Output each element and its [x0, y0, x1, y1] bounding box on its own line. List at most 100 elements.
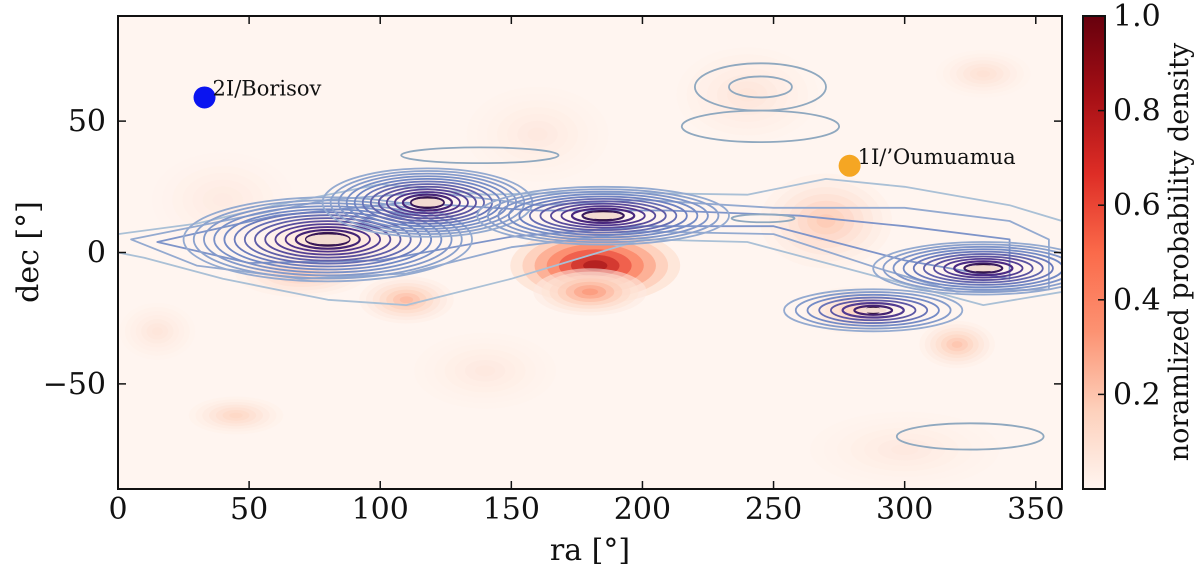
- contour-line: [369, 183, 485, 222]
- contour-cluster: [321, 167, 534, 238]
- contour-line: [806, 293, 940, 327]
- heatmap-blob: [919, 320, 995, 369]
- y-axis: −50 0 50: [43, 104, 1062, 402]
- colorbar-tick-label: 0.8: [1113, 94, 1161, 129]
- contour-line: [284, 226, 371, 253]
- y-tick-label: 0: [87, 236, 106, 271]
- contour-line: [223, 208, 433, 271]
- contour-line: [895, 422, 1045, 451]
- heatmap-blob: [533, 268, 647, 316]
- contour-line: [182, 196, 473, 283]
- contour-line: [550, 202, 657, 229]
- contour-cluster: [476, 185, 730, 246]
- contour-line: [539, 200, 667, 232]
- contour-peak: [584, 212, 622, 220]
- y-tick-label: 50: [68, 104, 106, 139]
- contour-line: [486, 188, 720, 244]
- colorbar-tick-label: 0.4: [1113, 283, 1161, 318]
- heatmap-level: [151, 327, 163, 336]
- contour-line: [400, 146, 560, 165]
- heatmap-level: [891, 444, 919, 455]
- contour-line: [401, 193, 453, 212]
- contour-line: [476, 185, 730, 246]
- contour-peak: [859, 307, 887, 313]
- contour-line: [943, 258, 1024, 279]
- heatmap-level: [816, 214, 836, 228]
- contour-line: [560, 205, 646, 227]
- contour-line: [892, 245, 1062, 291]
- x-tick-label: 350: [1007, 492, 1064, 527]
- contour-line: [912, 250, 1054, 286]
- x-axis: 0 50 100 150 200 250 300 350: [108, 16, 1064, 527]
- colorbar-tick-label: 1.0: [1113, 0, 1161, 34]
- contour-line: [680, 109, 841, 144]
- heatmap-level: [229, 412, 243, 419]
- contour-line: [394, 191, 461, 215]
- contour-line: [818, 296, 929, 324]
- x-tick-label: 50: [230, 492, 268, 527]
- heatmap-level: [399, 296, 414, 304]
- contour-line: [570, 207, 636, 224]
- y-axis-title: dec [°]: [11, 201, 46, 303]
- colorbar-tick-label: 0.6: [1113, 188, 1161, 223]
- colorbar-gradient: [1083, 16, 1105, 489]
- borisov-label: 2I/Borisov: [213, 76, 322, 100]
- contour-line: [192, 199, 463, 280]
- borisov-marker: [193, 86, 216, 109]
- annotations: 2I/Borisov 1I/’Oumuamua: [193, 76, 1016, 177]
- heatmap-level: [951, 341, 963, 348]
- contour-cluster: [182, 196, 473, 283]
- contour-line: [385, 188, 469, 217]
- x-tick-label: 100: [352, 492, 409, 527]
- contour-line: [581, 209, 625, 222]
- heatmap-level: [474, 365, 496, 377]
- contour-line: [922, 253, 1044, 284]
- heatmap-level: [737, 88, 758, 102]
- oumuamua-marker: [838, 154, 861, 177]
- heatmap-blob: [359, 276, 454, 324]
- contour-line: [830, 299, 917, 322]
- contour-line: [321, 167, 534, 238]
- contour-line: [902, 248, 1062, 289]
- x-tick-label: 0: [108, 492, 127, 527]
- x-tick-label: 250: [745, 492, 802, 527]
- colorbar: 0.2 0.4 0.6 0.8 1.0 noramlized probability d…: [1082, 0, 1195, 490]
- contour-line: [213, 205, 443, 274]
- colorbar-tick-label: 0.2: [1113, 377, 1161, 412]
- contour-line: [254, 217, 402, 262]
- heatmap-blob: [810, 411, 1000, 488]
- heatmap-blob: [119, 302, 196, 360]
- heatmap-blob: [466, 86, 609, 182]
- heatmap-blob: [152, 152, 294, 248]
- x-tick-label: 200: [614, 492, 671, 527]
- contour-line: [497, 190, 709, 241]
- plot-area: 2I/Borisov 1I/’Oumuamua 0 50 100 150 200 250 3…: [43, 15, 1064, 527]
- colorbar-title: noramlized probability density: [1164, 42, 1195, 461]
- contour-line: [730, 213, 796, 224]
- x-tick-label: 150: [483, 492, 540, 527]
- contour-line: [329, 170, 526, 236]
- heatmap-blob: [188, 396, 284, 435]
- contour-line: [841, 302, 905, 319]
- heatmap-level: [581, 288, 599, 296]
- oumuamua-label: 1I/’Oumuamua: [858, 145, 1016, 169]
- heatmap-blob: [414, 332, 556, 409]
- contour-line: [353, 177, 502, 228]
- contour-line: [728, 75, 793, 99]
- contour-line: [783, 288, 964, 333]
- x-axis-title: ra [°]: [550, 533, 630, 568]
- colorbar-ticks: 0.2 0.4 0.6 0.8 1.0: [1098, 0, 1161, 412]
- contour-line: [377, 185, 477, 220]
- contour-line: [872, 241, 1062, 296]
- y-tick-label: −50: [43, 367, 106, 402]
- contour-line: [794, 291, 952, 330]
- contour-cluster: [783, 288, 964, 333]
- density-contours: [118, 62, 1062, 451]
- contour-line: [933, 255, 1034, 281]
- colorbar-frame: [1082, 15, 1106, 490]
- contour-line: [409, 196, 445, 210]
- heatmap-level: [527, 127, 548, 142]
- contour-peak: [966, 265, 1000, 272]
- contour-line: [882, 243, 1062, 294]
